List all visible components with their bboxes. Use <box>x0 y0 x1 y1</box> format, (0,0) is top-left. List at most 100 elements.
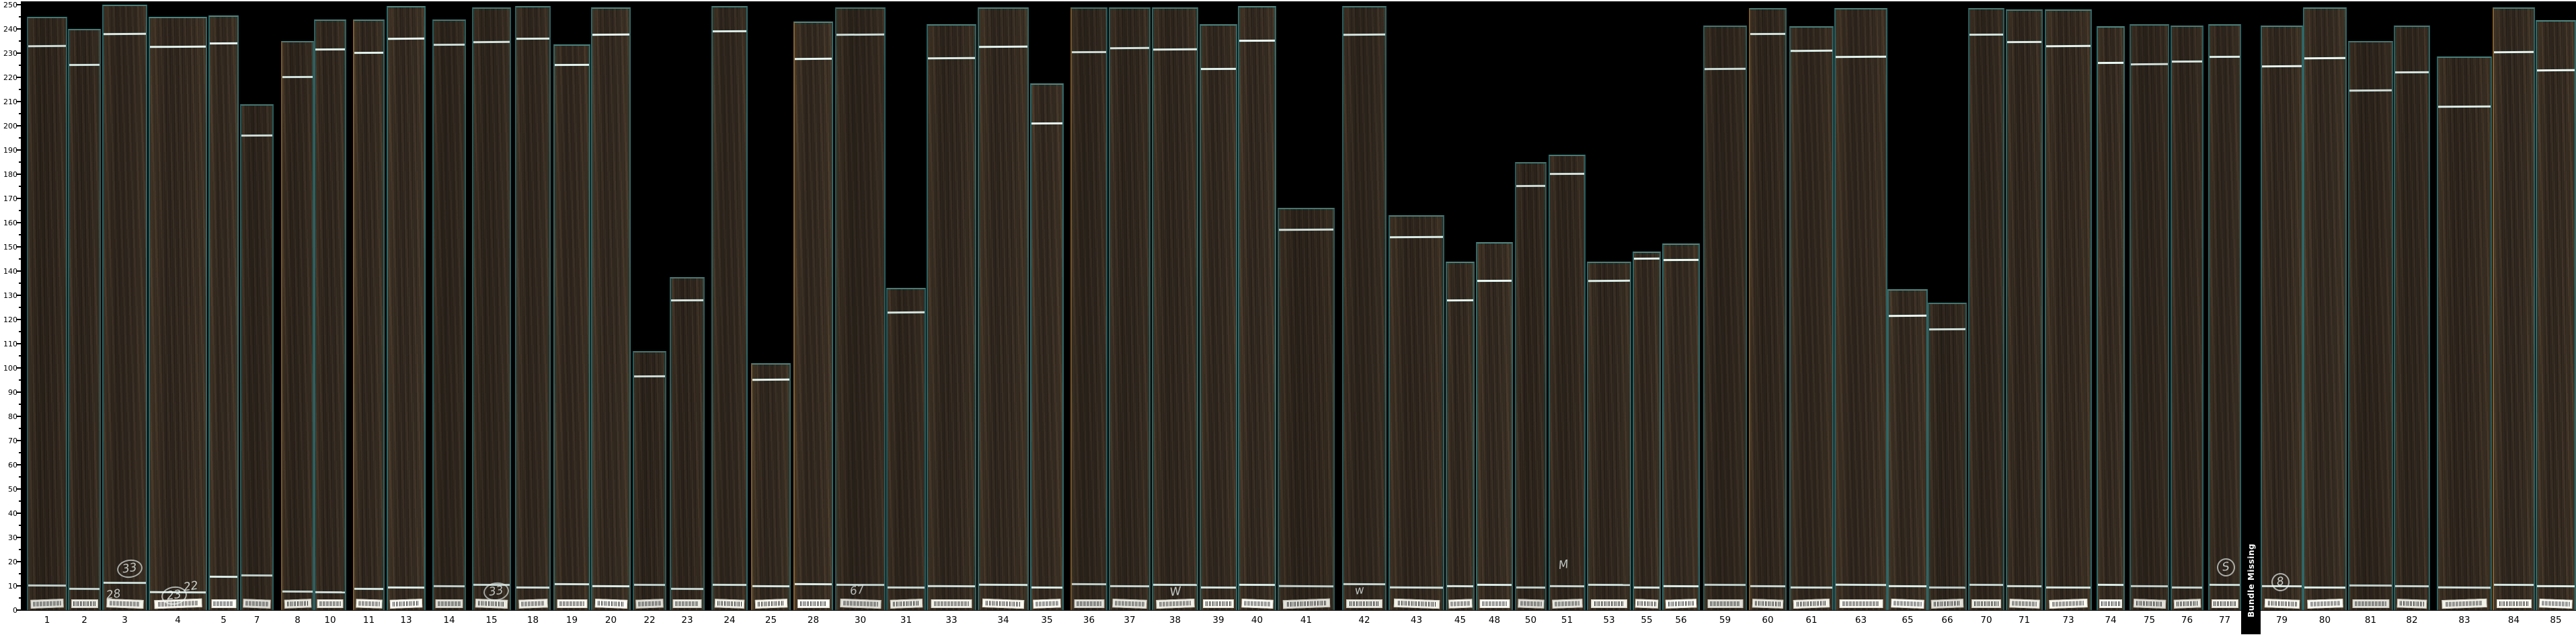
barcode-stripes <box>1450 601 1470 607</box>
y-tick-minor <box>19 40 22 42</box>
y-tick-major <box>16 440 22 441</box>
barcode-label <box>1241 599 1274 609</box>
board-bottom-mark-line <box>1446 585 1474 587</box>
y-tick-label: 160 <box>3 218 17 227</box>
y-tick-minor <box>19 16 22 17</box>
y-tick-label: 150 <box>3 242 17 252</box>
board-bar <box>27 17 67 610</box>
barcode-stripes <box>2176 601 2198 607</box>
board-top-mark-line <box>592 34 630 36</box>
board-top-mark-line <box>1633 258 1660 260</box>
barcode-stripes <box>1244 601 1270 607</box>
board-top-mark-line <box>1109 46 1150 50</box>
x-tick-label: 48 <box>1488 615 1501 626</box>
barcode-label <box>2099 599 2122 608</box>
x-tick-label: 24 <box>724 615 736 626</box>
board-top-mark-line <box>1153 48 1198 51</box>
board-top-mark-line <box>887 311 925 313</box>
barcode-stripes <box>286 601 309 607</box>
y-tick-major <box>16 416 22 417</box>
board-bottom-mark-line <box>354 587 384 590</box>
board-top-mark-line <box>1071 50 1107 53</box>
board-bar <box>2130 24 2169 610</box>
barcode-label <box>1346 599 1382 608</box>
y-tick-major <box>16 174 22 175</box>
board-bottom-mark-line <box>1239 584 1276 587</box>
board-bottom-mark-line <box>670 587 704 590</box>
y-tick-major <box>16 488 22 490</box>
barcode-stripes <box>757 601 785 607</box>
board-top-mark-line <box>315 48 346 51</box>
board-bar <box>1968 8 2004 610</box>
board-bottom-mark-line <box>1516 586 1546 589</box>
x-tick-label: 20 <box>604 615 617 626</box>
board-bottom-mark-line <box>28 585 67 587</box>
barcode-label <box>1551 599 1583 609</box>
barcode-stripes <box>717 601 742 607</box>
y-tick-label: 40 <box>8 509 17 518</box>
board-bar <box>2045 9 2092 610</box>
y-tick-major <box>16 270 22 272</box>
y-tick-label: 190 <box>3 145 17 155</box>
board-top-mark-line <box>2536 69 2575 71</box>
barcode-label <box>1665 599 1697 609</box>
barcode-stripes <box>1934 601 1961 607</box>
x-tick-label: 71 <box>2018 615 2031 626</box>
board-bar <box>1389 215 1444 610</box>
y-tick-major <box>16 198 22 199</box>
barcode-stripes <box>892 601 920 607</box>
barcode-label <box>389 599 423 609</box>
board-bar <box>978 7 1029 610</box>
board-top-mark-line <box>209 42 238 45</box>
y-tick-major <box>16 343 22 344</box>
board-bottom-mark-line <box>1389 586 1444 589</box>
board-bar <box>2006 9 2043 610</box>
x-tick-label: 15 <box>485 615 498 626</box>
x-tick-label: 84 <box>2507 615 2520 626</box>
board-bar <box>927 24 976 610</box>
board-bottom-mark-line <box>1278 585 1334 588</box>
x-tick-label: 38 <box>1169 615 1181 626</box>
x-tick-label: 60 <box>1762 615 1774 626</box>
barcode-label <box>1930 599 1964 609</box>
barcode-label <box>1752 599 1784 609</box>
y-tick-major <box>16 4 22 5</box>
x-tick-label: 85 <box>2550 615 2562 626</box>
x-tick-label: 77 <box>2218 615 2231 626</box>
y-tick-major <box>16 319 22 320</box>
x-tick-label: 2 <box>81 615 87 626</box>
y-tick-minor <box>19 597 22 599</box>
barcode-label <box>2173 599 2201 609</box>
barcode-label <box>243 599 271 609</box>
y-tick-minor <box>19 283 22 284</box>
board-bar: M <box>1549 155 1586 610</box>
board-top-mark-line <box>149 46 206 48</box>
board-bottom-mark-line <box>2304 586 2346 589</box>
board-bar <box>1515 162 1547 610</box>
board-bottom-mark-line <box>1549 585 1585 587</box>
board-bottom-mark-line <box>1888 585 1927 587</box>
chalk-mark: S <box>2216 557 2236 578</box>
board-top-mark-line <box>103 32 147 35</box>
x-tick-label: 23 <box>681 615 693 626</box>
board-bottom-mark-line <box>2130 585 2169 587</box>
barcode-label <box>635 599 664 609</box>
board-top-mark-line <box>1200 67 1237 70</box>
board-bar: 33 <box>472 7 511 610</box>
x-tick-label: 40 <box>1251 615 1263 626</box>
barcode-label <box>71 599 98 608</box>
chalk-mark: W <box>1169 584 1182 600</box>
board-bottom-mark-line <box>282 590 313 593</box>
barcode-label <box>211 599 236 608</box>
y-tick-label: 230 <box>3 48 17 58</box>
board-bottom-mark-line <box>1109 585 1150 587</box>
barcode-stripes <box>1668 601 1694 607</box>
board-bar <box>2493 7 2535 610</box>
barcode-label <box>1591 599 1627 608</box>
y-tick-major <box>16 391 22 393</box>
barcode-label <box>1517 599 1545 609</box>
barcode-stripes <box>799 601 827 606</box>
board-top-mark-line <box>1239 40 1276 42</box>
missing-bundle-strip: Bundle Missing <box>2241 1 2261 634</box>
x-tick-label: 80 <box>2318 615 2331 626</box>
